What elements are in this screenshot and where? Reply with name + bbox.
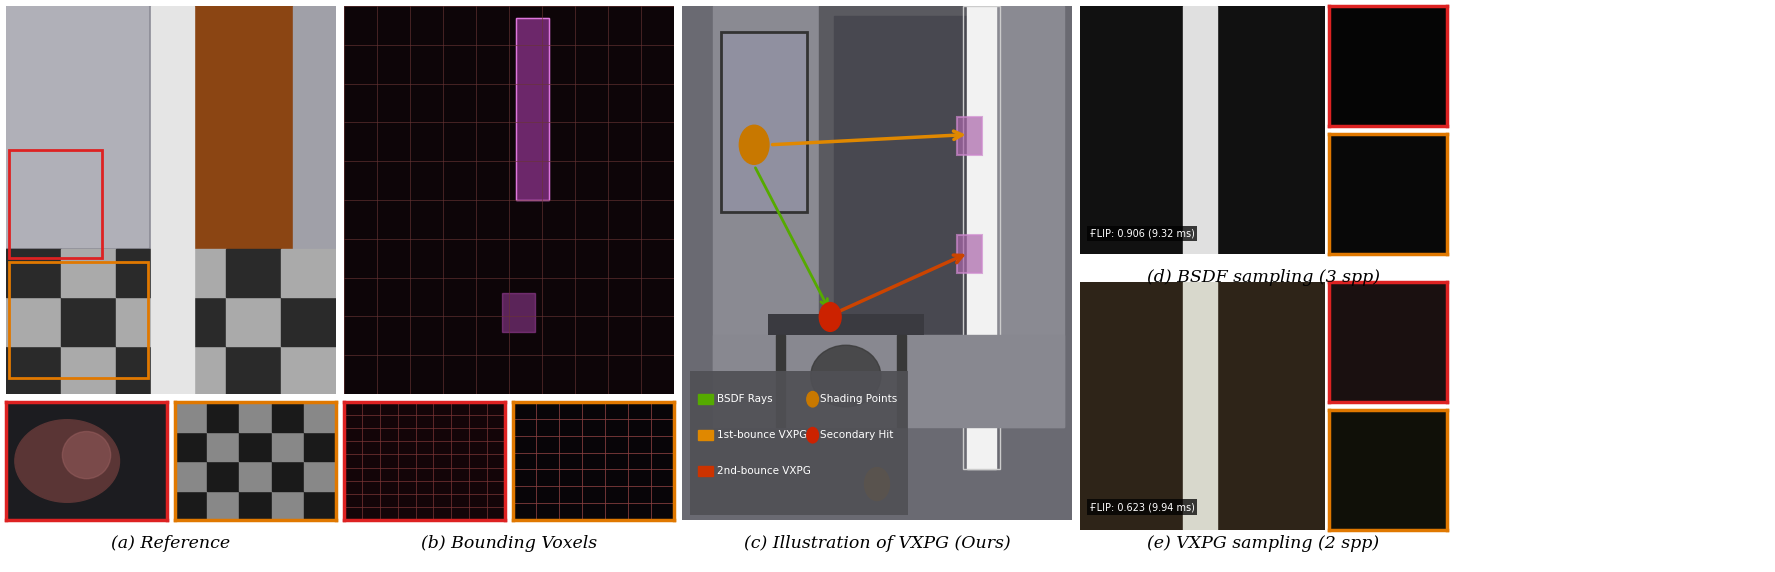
Bar xyxy=(818,6,990,427)
Bar xyxy=(272,402,304,431)
Text: (e) VXPG sampling (2 spp): (e) VXPG sampling (2 spp) xyxy=(1147,535,1379,553)
Bar xyxy=(272,461,304,491)
Bar xyxy=(225,297,280,345)
Bar xyxy=(272,431,304,461)
Bar xyxy=(834,16,974,417)
Bar xyxy=(60,297,115,345)
Bar xyxy=(193,6,304,277)
Bar xyxy=(304,461,335,491)
Bar xyxy=(240,402,272,431)
Text: ҒLIP: 0.623 (9.94 ms): ҒLIP: 0.623 (9.94 ms) xyxy=(1090,502,1195,512)
Bar xyxy=(698,466,714,476)
Bar xyxy=(304,431,335,461)
Bar xyxy=(304,402,335,431)
Bar xyxy=(698,394,714,404)
Bar xyxy=(9,149,101,258)
Bar xyxy=(60,345,115,394)
Bar xyxy=(721,31,808,212)
Bar xyxy=(293,6,335,285)
Bar xyxy=(714,6,1065,427)
Bar xyxy=(115,297,170,345)
Bar xyxy=(1182,6,1218,254)
Bar xyxy=(515,18,548,200)
Bar xyxy=(176,491,208,520)
Circle shape xyxy=(808,391,818,407)
Text: Secondary Hit: Secondary Hit xyxy=(820,430,895,440)
Bar xyxy=(176,402,208,431)
Text: 2nd-bounce VXPG: 2nd-bounce VXPG xyxy=(717,466,811,476)
Bar xyxy=(272,491,304,520)
Bar xyxy=(502,293,536,332)
Bar xyxy=(280,345,335,394)
Bar xyxy=(240,461,272,491)
Ellipse shape xyxy=(14,420,119,502)
Bar xyxy=(304,491,335,520)
Bar xyxy=(957,235,982,273)
Bar xyxy=(714,335,1065,427)
Bar xyxy=(776,335,785,427)
Bar xyxy=(193,6,335,247)
Bar xyxy=(5,297,60,345)
Text: (c) Illustration of VXPG (Ours): (c) Illustration of VXPG (Ours) xyxy=(744,535,1010,553)
Bar xyxy=(170,248,225,297)
Ellipse shape xyxy=(62,431,110,479)
Circle shape xyxy=(740,125,769,164)
Text: BSDF Rays: BSDF Rays xyxy=(717,394,772,404)
Ellipse shape xyxy=(811,345,880,407)
Bar xyxy=(957,117,982,155)
Bar xyxy=(698,430,714,440)
Bar xyxy=(225,345,280,394)
Bar xyxy=(60,248,115,297)
Bar xyxy=(170,345,225,394)
Bar xyxy=(240,431,272,461)
Bar xyxy=(769,315,923,335)
Bar xyxy=(115,248,170,297)
Bar xyxy=(115,345,170,394)
Text: 1st-bounce VXPG: 1st-bounce VXPG xyxy=(717,430,808,440)
Bar xyxy=(225,248,280,297)
Circle shape xyxy=(808,427,818,443)
Bar xyxy=(151,6,193,394)
Bar xyxy=(176,461,208,491)
Bar xyxy=(208,402,240,431)
Bar xyxy=(208,491,240,520)
Bar xyxy=(1182,282,1218,530)
Bar xyxy=(5,248,60,297)
Text: Shading Points: Shading Points xyxy=(820,394,898,404)
Circle shape xyxy=(864,467,889,500)
Bar xyxy=(967,6,996,468)
Text: (a) Reference: (a) Reference xyxy=(112,535,231,553)
Text: (d) BSDF sampling (3 spp): (d) BSDF sampling (3 spp) xyxy=(1147,269,1379,287)
Bar xyxy=(690,371,909,515)
Bar xyxy=(515,18,548,200)
Bar xyxy=(280,248,335,297)
Bar xyxy=(208,461,240,491)
Text: ҒLIP: 0.906 (9.32 ms): ҒLIP: 0.906 (9.32 ms) xyxy=(1090,229,1195,239)
Bar xyxy=(9,262,147,379)
Bar xyxy=(170,297,225,345)
Bar xyxy=(896,335,907,427)
Bar xyxy=(280,297,335,345)
Bar xyxy=(962,6,999,468)
Bar xyxy=(240,491,272,520)
Bar xyxy=(5,6,147,247)
Bar xyxy=(176,431,208,461)
Circle shape xyxy=(820,303,841,331)
Bar xyxy=(208,431,240,461)
Text: (b) Bounding Voxels: (b) Bounding Voxels xyxy=(421,535,596,553)
Bar xyxy=(5,345,60,394)
